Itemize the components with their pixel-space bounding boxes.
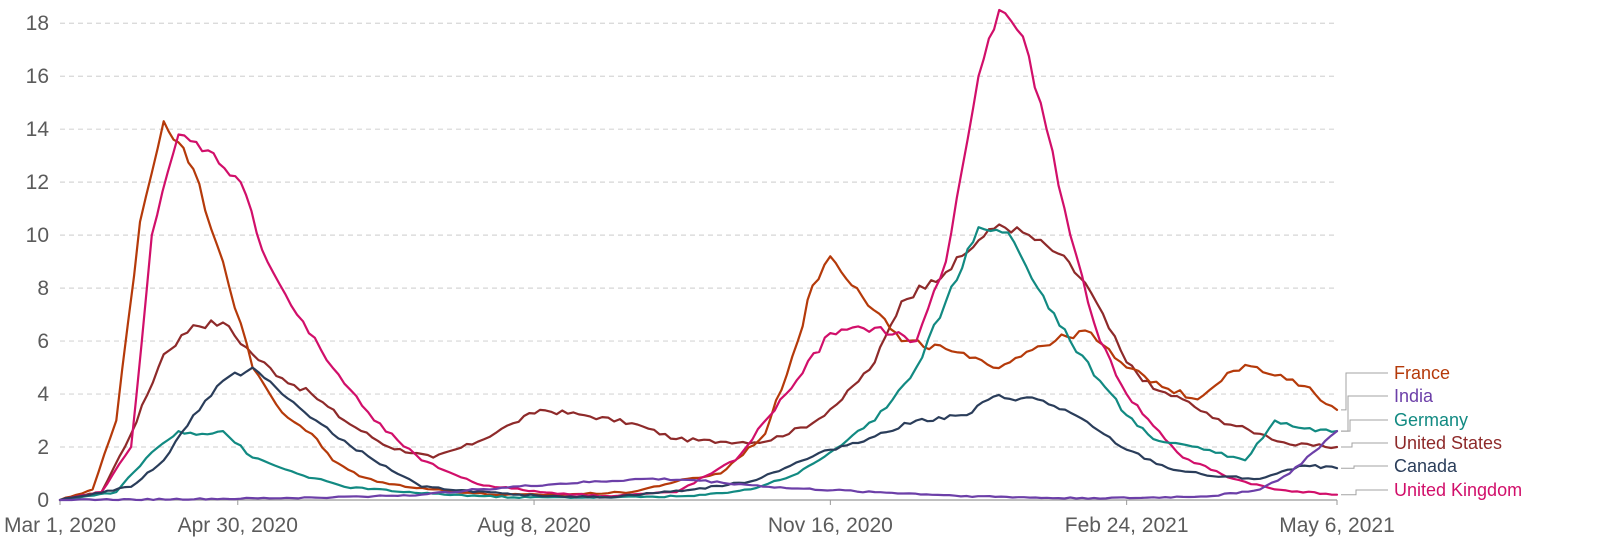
series-line-canada [58,366,1339,502]
x-tick-label: May 6, 2021 [1279,514,1395,537]
series-lines [58,8,1339,502]
y-tick-label: 10 [26,224,49,247]
series-line-united-states [58,223,1339,502]
y-tick-label: 14 [26,118,50,141]
legend-connector [1341,465,1388,469]
y-tick-label: 16 [26,65,49,88]
legend-label-united-states: United States [1394,433,1502,453]
legend-connector [1341,395,1388,432]
legend-connector [1341,489,1388,496]
legend-connector [1341,372,1388,411]
y-tick-label: 12 [26,171,49,194]
legend-label-france: France [1394,363,1450,383]
grid-lines [60,22,1337,501]
series-line-germany [58,226,1339,502]
y-tick-label: 0 [37,489,49,512]
legend-label-canada: Canada [1394,456,1458,476]
y-tick-label: 2 [37,436,49,459]
y-tick-label: 6 [37,330,49,353]
series-line-united-kingdom [58,8,1339,502]
legend-label-united-kingdom: United Kingdom [1394,480,1522,500]
x-tick-label: Apr 30, 2020 [178,514,298,537]
legend-connector [1341,419,1388,432]
x-tick-label: Feb 24, 2021 [1065,514,1189,537]
axes: 0 2 4 6 8 10 12 14 16 18 Mar 1, 2020 Apr 30, 2020 Au… [4,12,1395,537]
x-tick-label: Nov 16, 2020 [768,514,893,537]
series-line-france [58,120,1339,502]
series-line-india [58,430,1339,502]
x-tick-label: Mar 1, 2020 [4,514,116,537]
x-tick-label: Aug 8, 2020 [477,514,590,537]
legend-label-india: India [1394,386,1434,406]
legend: France India Germany United States Canada Uni… [1341,363,1522,500]
y-tick-label: 8 [37,277,49,300]
y-tick-label: 18 [26,12,49,35]
legend-connector [1341,442,1388,448]
legend-label-germany: Germany [1394,410,1468,430]
y-tick-label: 4 [37,383,49,406]
